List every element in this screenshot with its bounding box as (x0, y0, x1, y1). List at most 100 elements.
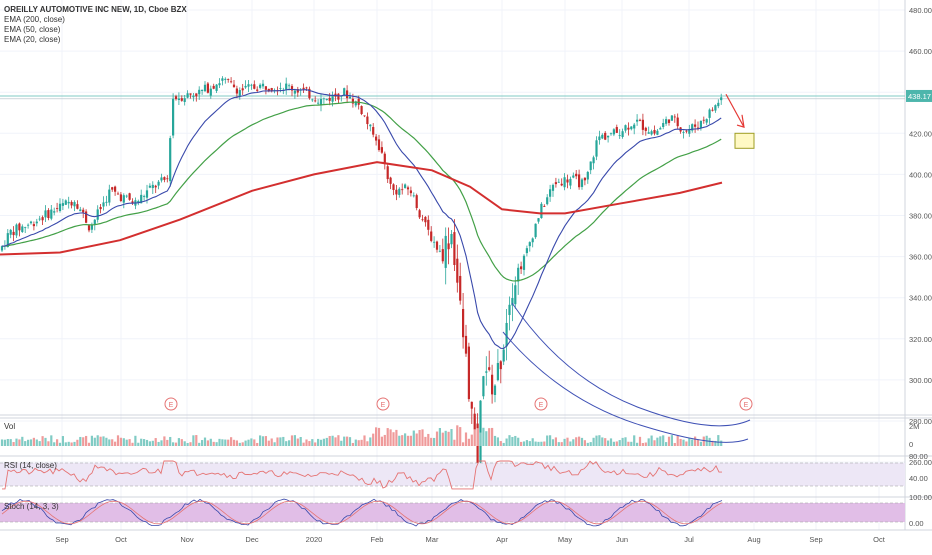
candle-body[interactable] (169, 138, 172, 182)
candle-body[interactable] (389, 177, 392, 184)
candle-body[interactable] (9, 229, 12, 235)
candle-body[interactable] (688, 128, 691, 134)
earnings-marker[interactable]: E (739, 397, 753, 411)
candle-body[interactable] (93, 219, 96, 225)
candle-body[interactable] (633, 124, 636, 129)
candle-body[interactable] (235, 88, 238, 94)
candle-body[interactable] (592, 157, 595, 164)
candle-body[interactable] (50, 209, 53, 219)
candle-body[interactable] (404, 184, 407, 188)
candle-body[interactable] (627, 127, 630, 130)
candle-body[interactable] (566, 179, 569, 183)
candle-body[interactable] (348, 96, 352, 99)
candle-body[interactable] (270, 88, 273, 92)
candle-body[interactable] (241, 88, 244, 91)
candle-body[interactable] (595, 140, 598, 157)
candle-body[interactable] (676, 117, 679, 127)
candle-body[interactable] (699, 120, 702, 129)
candle-body[interactable] (659, 128, 662, 130)
candle-body[interactable] (575, 173, 578, 177)
candle-body[interactable] (415, 195, 418, 209)
candle-body[interactable] (641, 119, 644, 130)
candle-body[interactable] (105, 201, 108, 203)
candle-body[interactable] (163, 177, 166, 180)
candle-body[interactable] (366, 116, 369, 125)
candle-body[interactable] (412, 195, 415, 197)
stoch-d-line[interactable] (1, 500, 723, 525)
candle-body[interactable] (653, 129, 656, 134)
candle-body[interactable] (21, 226, 24, 232)
candle-body[interactable] (85, 211, 88, 223)
candle-body[interactable] (525, 248, 528, 254)
candle-body[interactable] (183, 98, 186, 102)
candle-body[interactable] (154, 185, 157, 188)
channel-upper[interactable] (502, 331, 749, 443)
rsi-line[interactable] (2, 460, 722, 490)
candle-body[interactable] (644, 127, 647, 131)
candle-body[interactable] (29, 221, 33, 224)
candle-body[interactable] (259, 84, 262, 88)
candle-body[interactable] (714, 105, 717, 111)
candle-body[interactable] (27, 224, 30, 226)
candle-body[interactable] (232, 84, 236, 88)
candle-body[interactable] (560, 183, 563, 186)
candle-body[interactable] (636, 119, 639, 122)
ema200-line[interactable] (0, 161, 723, 256)
candle-body[interactable] (708, 109, 711, 118)
candle-body[interactable] (325, 98, 328, 100)
ema50-legend[interactable]: EMA (50, close) (4, 25, 61, 34)
candle-body[interactable] (401, 189, 404, 191)
candle-body[interactable] (114, 186, 117, 192)
candle-body[interactable] (398, 188, 401, 195)
candle-body[interactable] (218, 83, 221, 86)
candle-body[interactable] (586, 171, 589, 180)
candle-body[interactable] (145, 190, 149, 198)
candle-body[interactable] (203, 84, 207, 92)
candle-body[interactable] (302, 87, 305, 90)
candle-body[interactable] (685, 130, 688, 132)
candle-body[interactable] (143, 196, 146, 197)
candle-body[interactable] (140, 194, 143, 204)
candle-body[interactable] (421, 219, 424, 221)
candle-body[interactable] (392, 184, 395, 190)
candle-body[interactable] (116, 193, 120, 195)
candle-body[interactable] (479, 400, 482, 463)
candle-body[interactable] (543, 206, 546, 208)
candle-body[interactable] (540, 203, 543, 219)
earnings-marker[interactable]: E (534, 397, 548, 411)
candle-body[interactable] (435, 241, 439, 250)
candle-body[interactable] (221, 78, 224, 81)
channel-lower[interactable] (511, 302, 751, 427)
candle-body[interactable] (137, 200, 140, 203)
candle-body[interactable] (212, 85, 215, 89)
candle-body[interactable] (311, 99, 314, 101)
candle-body[interactable] (256, 89, 259, 91)
candle-body[interactable] (253, 84, 256, 89)
candle-body[interactable] (267, 88, 270, 92)
candle-body[interactable] (383, 153, 386, 165)
candle-body[interactable] (502, 349, 505, 362)
candle-body[interactable] (409, 190, 412, 194)
candle-body[interactable] (717, 102, 720, 107)
candle-body[interactable] (647, 132, 650, 134)
candle-body[interactable] (711, 109, 714, 111)
candle-body[interactable] (418, 210, 421, 218)
candle-body[interactable] (386, 166, 389, 180)
candle-body[interactable] (12, 231, 15, 236)
candle-body[interactable] (279, 88, 282, 89)
candle-body[interactable] (322, 98, 325, 100)
candle-body[interactable] (250, 84, 253, 86)
candle-body[interactable] (174, 96, 178, 100)
candle-body[interactable] (288, 85, 291, 87)
candle-body[interactable] (360, 106, 363, 115)
candle-body[interactable] (314, 100, 317, 102)
candle-body[interactable] (224, 78, 227, 80)
candle-body[interactable] (615, 127, 618, 133)
candle-body[interactable] (667, 119, 671, 123)
candle-body[interactable] (546, 197, 549, 205)
candle-body[interactable] (111, 187, 114, 190)
candle-body[interactable] (96, 209, 99, 220)
candle-body[interactable] (238, 90, 241, 97)
candle-body[interactable] (61, 203, 64, 206)
candle-body[interactable] (102, 202, 105, 207)
